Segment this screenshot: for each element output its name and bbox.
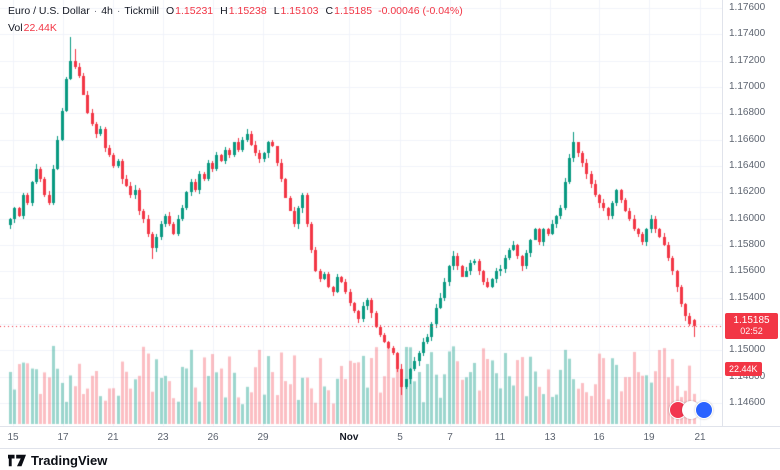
price-axis-label: 1.14800 xyxy=(729,371,766,382)
price-axis-label: 1.16400 xyxy=(729,160,766,171)
last-price-value: 1.15185 xyxy=(733,315,770,326)
time-axis-label: 7 xyxy=(447,432,453,443)
price-axis-label: 1.17000 xyxy=(729,81,766,92)
price-axis-label: 1.16200 xyxy=(729,186,766,197)
tradingview-logo-text: TradingView xyxy=(31,452,108,468)
bottom-toolbar: TradingView xyxy=(0,448,780,470)
legend-volume-row: Vol 22.44K xyxy=(8,22,463,34)
interval-label[interactable]: 4h xyxy=(101,5,113,17)
high-label: H xyxy=(220,5,228,17)
legend-separator: · xyxy=(116,5,121,17)
price-axis-label: 1.15800 xyxy=(729,239,766,250)
reaction-emoji-cluster[interactable] xyxy=(669,401,713,419)
price-axis-label: 1.16800 xyxy=(729,107,766,118)
open-value: 1.15231 xyxy=(175,5,214,17)
symbol-title[interactable]: Euro / U.S. Dollar xyxy=(8,5,90,17)
price-axis-label: 1.17600 xyxy=(729,2,766,13)
last-volume-badge: 22.44K xyxy=(725,362,762,376)
price-axis-label: 1.15600 xyxy=(729,265,766,276)
time-axis-label: 5 xyxy=(397,432,403,443)
time-axis-label: 13 xyxy=(544,432,556,443)
chart-plot-area: Euro / U.S. Dollar · 4h · Tickmill O 1.15… xyxy=(0,0,722,426)
price-axis-label: 1.15400 xyxy=(729,292,766,303)
close-value: 1.15185 xyxy=(334,5,373,17)
candlestick-chart-canvas[interactable] xyxy=(0,0,722,426)
time-axis-label: 21 xyxy=(107,432,119,443)
last-price-badge: 1.15185 02:52 xyxy=(725,313,778,339)
volume-value: 22.44K xyxy=(23,22,57,34)
open-label: O xyxy=(166,5,175,17)
time-axis-label: 26 xyxy=(207,432,219,443)
time-axis-label: 21 xyxy=(694,432,706,443)
time-axis-label: 23 xyxy=(157,432,169,443)
legend-separator: · xyxy=(93,5,98,17)
time-axis-label: 11 xyxy=(494,432,506,443)
price-axis-label: 1.14600 xyxy=(729,397,766,408)
time-axis-label: 16 xyxy=(593,432,605,443)
price-axis-label: 1.17200 xyxy=(729,55,766,66)
time-axis-label: 17 xyxy=(57,432,69,443)
tradingview-logo[interactable]: TradingView xyxy=(8,453,107,468)
high-value: 1.15238 xyxy=(228,5,267,17)
price-axis-label: 1.16000 xyxy=(729,213,766,224)
low-label: L xyxy=(273,5,280,17)
time-axis-label: 29 xyxy=(257,432,269,443)
price-axis-label: 1.16600 xyxy=(729,134,766,145)
bar-countdown: 02:52 xyxy=(740,326,763,336)
price-axis-label: 1.15000 xyxy=(729,344,766,355)
close-label: C xyxy=(325,5,334,17)
volume-label: Vol xyxy=(8,22,23,34)
low-value: 1.15103 xyxy=(280,5,319,17)
price-axis[interactable]: 1.15185 02:52 22.44K 1.17600 1.17400 1.172… xyxy=(722,0,780,448)
broker-label: Tickmill xyxy=(124,5,159,17)
time-axis-label: 19 xyxy=(643,432,655,443)
legend-symbol-row: Euro / U.S. Dollar · 4h · Tickmill O 1.15… xyxy=(8,5,463,17)
time-axis-label: 15 xyxy=(7,432,19,443)
time-axis-label: Nov xyxy=(339,432,359,443)
price-axis-label: 1.17400 xyxy=(729,28,766,39)
tradingview-logo-icon xyxy=(8,454,26,466)
time-axis[interactable]: 15 17 21 23 26 29 Nov 5 7 11 13 16 19 21 xyxy=(0,426,780,449)
change-value: -0.00046 (-0.04%) xyxy=(378,5,463,17)
chart-legend: Euro / U.S. Dollar · 4h · Tickmill O 1.15… xyxy=(8,5,463,34)
reaction-bubble[interactable] xyxy=(695,401,713,419)
